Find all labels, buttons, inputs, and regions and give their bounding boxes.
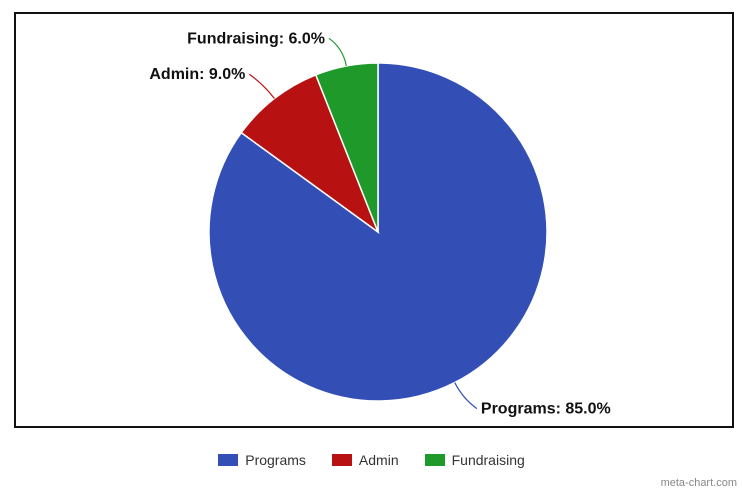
legend-label-programs: Programs [245, 452, 306, 468]
legend-swatch-fundraising [424, 454, 445, 466]
legend-item-admin[interactable]: Admin [331, 452, 399, 468]
connector-programs [454, 382, 478, 410]
pie-slice-fundraising[interactable] [314, 62, 379, 233]
data-label-fundraising: Fundraising: 6.0% [187, 30, 325, 47]
legend-label-fundraising: Fundraising [451, 452, 525, 468]
connector-fundraising [328, 37, 347, 67]
legend: Programs Admin Fundraising [0, 452, 743, 468]
pie-chart: Programs: 85.0% Admin: 9.0% Fundraising: 6… [149, 30, 611, 418]
data-label-programs: Programs: 85.0% [481, 401, 611, 418]
legend-item-programs[interactable]: Programs [218, 452, 306, 468]
legend-item-fundraising[interactable]: Fundraising [424, 452, 525, 468]
legend-swatch-admin [331, 454, 352, 466]
pie-slice-admin[interactable] [240, 73, 380, 235]
connector-admin [249, 73, 275, 99]
pie-slice-programs[interactable] [208, 62, 548, 402]
chart-frame: Programs: 85.0% Admin: 9.0% Fundraising: 6… [14, 12, 734, 428]
data-label-admin: Admin: 9.0% [149, 66, 245, 83]
credit-text[interactable]: meta-chart.com [660, 477, 737, 489]
legend-swatch-programs [218, 454, 239, 466]
legend-label-admin: Admin [358, 452, 399, 468]
